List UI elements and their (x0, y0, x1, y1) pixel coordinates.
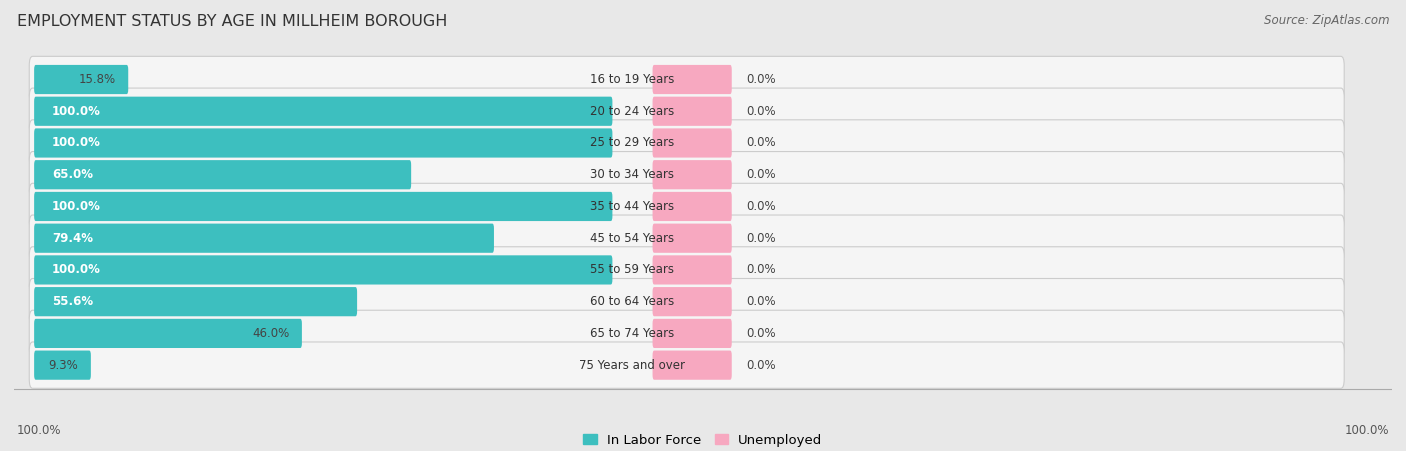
Text: 65 to 74 Years: 65 to 74 Years (591, 327, 675, 340)
FancyBboxPatch shape (34, 319, 302, 348)
Text: 9.3%: 9.3% (49, 359, 79, 372)
FancyBboxPatch shape (34, 129, 613, 157)
Text: 0.0%: 0.0% (747, 168, 776, 181)
Text: 0.0%: 0.0% (747, 295, 776, 308)
FancyBboxPatch shape (30, 120, 1344, 166)
Text: 15.8%: 15.8% (79, 73, 115, 86)
FancyBboxPatch shape (30, 215, 1344, 262)
Text: 100.0%: 100.0% (52, 263, 101, 276)
FancyBboxPatch shape (34, 255, 613, 285)
Text: 35 to 44 Years: 35 to 44 Years (591, 200, 675, 213)
FancyBboxPatch shape (34, 350, 91, 380)
FancyBboxPatch shape (30, 56, 1344, 103)
Text: 30 to 34 Years: 30 to 34 Years (591, 168, 675, 181)
FancyBboxPatch shape (652, 255, 731, 285)
Text: 100.0%: 100.0% (52, 105, 101, 118)
Text: 100.0%: 100.0% (17, 424, 62, 437)
Text: 55.6%: 55.6% (52, 295, 93, 308)
FancyBboxPatch shape (30, 152, 1344, 198)
FancyBboxPatch shape (652, 224, 731, 253)
Text: 20 to 24 Years: 20 to 24 Years (591, 105, 675, 118)
Text: 100.0%: 100.0% (1344, 424, 1389, 437)
Text: 16 to 19 Years: 16 to 19 Years (591, 73, 675, 86)
FancyBboxPatch shape (652, 65, 731, 94)
FancyBboxPatch shape (30, 279, 1344, 325)
Text: 0.0%: 0.0% (747, 105, 776, 118)
Text: 25 to 29 Years: 25 to 29 Years (591, 137, 675, 149)
FancyBboxPatch shape (34, 192, 613, 221)
Text: 55 to 59 Years: 55 to 59 Years (591, 263, 675, 276)
FancyBboxPatch shape (34, 224, 494, 253)
Text: 0.0%: 0.0% (747, 73, 776, 86)
FancyBboxPatch shape (30, 310, 1344, 357)
Text: 75 Years and over: 75 Years and over (579, 359, 686, 372)
FancyBboxPatch shape (34, 287, 357, 316)
Text: Source: ZipAtlas.com: Source: ZipAtlas.com (1264, 14, 1389, 27)
Text: 45 to 54 Years: 45 to 54 Years (591, 232, 675, 245)
Text: 79.4%: 79.4% (52, 232, 93, 245)
Text: 0.0%: 0.0% (747, 263, 776, 276)
FancyBboxPatch shape (652, 287, 731, 316)
FancyBboxPatch shape (652, 97, 731, 126)
Text: 65.0%: 65.0% (52, 168, 93, 181)
Legend: In Labor Force, Unemployed: In Labor Force, Unemployed (578, 428, 828, 451)
Text: EMPLOYMENT STATUS BY AGE IN MILLHEIM BOROUGH: EMPLOYMENT STATUS BY AGE IN MILLHEIM BOR… (17, 14, 447, 28)
FancyBboxPatch shape (652, 350, 731, 380)
Text: 0.0%: 0.0% (747, 327, 776, 340)
Text: 0.0%: 0.0% (747, 359, 776, 372)
Text: 0.0%: 0.0% (747, 200, 776, 213)
Text: 46.0%: 46.0% (252, 327, 290, 340)
FancyBboxPatch shape (30, 342, 1344, 388)
FancyBboxPatch shape (34, 160, 411, 189)
FancyBboxPatch shape (652, 129, 731, 157)
FancyBboxPatch shape (30, 183, 1344, 230)
Text: 0.0%: 0.0% (747, 232, 776, 245)
FancyBboxPatch shape (652, 160, 731, 189)
FancyBboxPatch shape (652, 192, 731, 221)
FancyBboxPatch shape (652, 319, 731, 348)
Text: 0.0%: 0.0% (747, 137, 776, 149)
Text: 100.0%: 100.0% (52, 137, 101, 149)
Text: 100.0%: 100.0% (52, 200, 101, 213)
FancyBboxPatch shape (30, 88, 1344, 134)
FancyBboxPatch shape (34, 97, 613, 126)
FancyBboxPatch shape (34, 65, 128, 94)
Text: 60 to 64 Years: 60 to 64 Years (591, 295, 675, 308)
FancyBboxPatch shape (30, 247, 1344, 293)
